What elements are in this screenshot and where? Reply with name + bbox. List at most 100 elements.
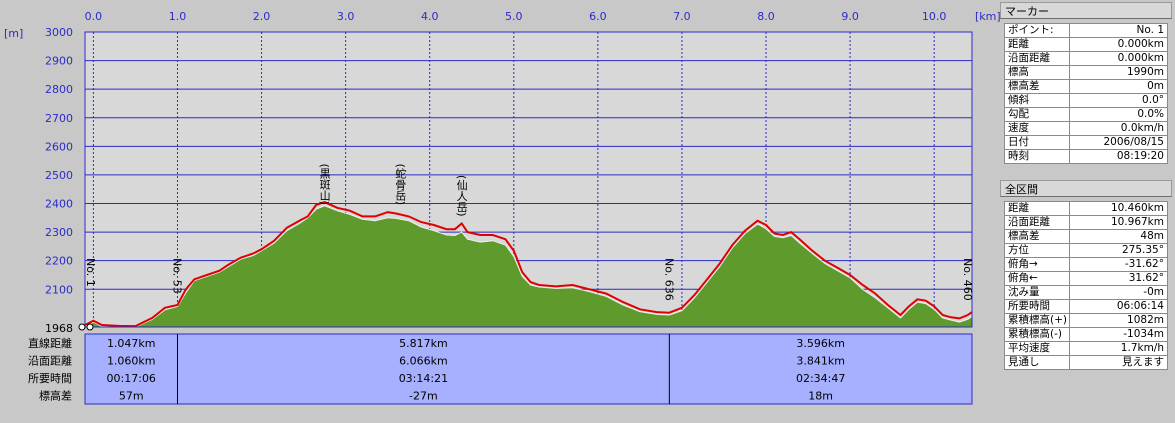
section-row: 距離 10.460km (1004, 201, 1168, 216)
section-row-value: 10.967km (1069, 215, 1168, 230)
marker-row-value: 0.000km (1069, 37, 1168, 52)
x-tick-label: 8.0 (757, 10, 775, 23)
section-row: 累積標高(-) -1034m (1004, 327, 1168, 342)
y-tick-label: 2900 (45, 55, 73, 68)
segment-cell: -27m (409, 390, 438, 403)
peak-label: (蛇骨岳) (394, 163, 407, 205)
marker-row-value: 0.000km (1069, 51, 1168, 66)
section-row-value: 10.460km (1069, 201, 1168, 216)
waypoint-label: No. 1 (84, 258, 97, 287)
marker-row: 標高 1990m (1004, 65, 1168, 80)
x-tick-label: 0.0 (85, 10, 103, 23)
marker-row-value: 0m (1069, 79, 1168, 94)
marker-row: 速度 0.0km/h (1004, 121, 1168, 136)
peak-label: (黒斑山) (318, 163, 331, 205)
section-row: 俯角→ -31.62° (1004, 257, 1168, 272)
elevation-profile-chart[interactable]: 3000 2900 2800 2700 2600 2500 2400 2300 2200 2100… (0, 0, 1000, 423)
route-line (84, 201, 973, 328)
segment-row-label: 標高差 (39, 389, 72, 403)
segment-row-label: 直線距離 (28, 336, 72, 350)
segment-row-label: 沿面距離 (28, 354, 72, 368)
x-tick-label: 1.0 (169, 10, 187, 23)
section-row-label: 距離 (1004, 201, 1070, 216)
section-panel: 全区間 距離 10.460km 沿面距離 10.967km 標高差 48m 方位 275.35… (1000, 180, 1172, 370)
section-row-label: 見通し (1004, 355, 1070, 370)
section-row-label: 所要時間 (1004, 299, 1070, 314)
x-tick-label: 5.0 (505, 10, 523, 23)
section-row-label: 俯角→ (1004, 257, 1070, 272)
section-row: 方位 275.35° (1004, 243, 1168, 258)
section-row-label: 標高差 (1004, 229, 1070, 244)
marker-row: 時刻 08:19:20 (1004, 149, 1168, 164)
plot-frame (84, 31, 973, 328)
y-unit-label: [m] (4, 27, 23, 40)
segment-cell: 18m (808, 390, 833, 403)
x-tick-label: 3.0 (337, 10, 355, 23)
section-row-value: -31.62° (1069, 257, 1168, 272)
section-row-value: 見えます (1069, 355, 1168, 370)
y-tick-label: 2500 (45, 169, 73, 182)
marker-row-label: 時刻 (1004, 149, 1070, 164)
segment-cell: 1.047km (107, 337, 156, 350)
section-row-value: -1034m (1069, 327, 1168, 342)
section-row-value: 1082m (1069, 313, 1168, 328)
section-row-label: 方位 (1004, 243, 1070, 258)
y-tick-label: 2800 (45, 83, 73, 96)
marker-row-label: 標高差 (1004, 79, 1070, 94)
x-tick-label: 10.0 (922, 10, 947, 23)
marker-row: 日付 2006/08/15 (1004, 135, 1168, 150)
segment-cell: 02:34:47 (796, 372, 845, 385)
section-row: 俯角← 31.62° (1004, 271, 1168, 286)
segment-cell: 5.817km (399, 337, 448, 350)
y-tick-label: 2100 (45, 283, 73, 296)
marker-row-label: 速度 (1004, 121, 1070, 136)
start-marker-circle (86, 323, 94, 331)
marker-panel: マーカー ポイント: No. 1 距離 0.000km 沿面距離 0.000km 標高 199… (1000, 2, 1172, 164)
x-unit-label: [km] (975, 10, 1000, 23)
x-tick-label: 2.0 (253, 10, 271, 23)
y-tick-label: 2400 (45, 198, 73, 211)
y-tick-label: 2200 (45, 255, 73, 268)
section-row-value: 275.35° (1069, 243, 1168, 258)
x-tick-label: 9.0 (841, 10, 859, 23)
segment-cell: 6.066km (399, 355, 448, 368)
y-tick-label: 2700 (45, 112, 73, 125)
marker-row-value: 2006/08/15 (1069, 135, 1168, 150)
section-row-label: 累積標高(-) (1004, 327, 1070, 342)
waypoint-label: No. 636 (662, 258, 675, 301)
marker-panel-title: マーカー (1000, 2, 1172, 19)
y-tick-label: 2300 (45, 226, 73, 239)
section-row-value: 31.62° (1069, 271, 1168, 286)
section-row: 標高差 48m (1004, 229, 1168, 244)
waypoint-label: No. 460 (961, 258, 974, 301)
y-tick-label: 3000 (45, 26, 73, 39)
segment-cell: 3.841km (796, 355, 845, 368)
marker-row-label: 勾配 (1004, 107, 1070, 122)
segment-cell: 1.060km (107, 355, 156, 368)
section-row-label: 沈み量 (1004, 285, 1070, 300)
marker-row-label: 距離 (1004, 37, 1070, 52)
section-row: 見通し 見えます (1004, 355, 1168, 370)
marker-row-label: 傾斜 (1004, 93, 1070, 108)
marker-row-value: No. 1 (1069, 23, 1168, 38)
section-row: 沈み量 -0m (1004, 285, 1168, 300)
marker-row-value: 1990m (1069, 65, 1168, 80)
segment-table-bg (84, 333, 973, 405)
waypoint-label: No. 53 (170, 258, 183, 294)
marker-row: 距離 0.000km (1004, 37, 1168, 52)
x-tick-label: 6.0 (589, 10, 607, 23)
segment-cell: 00:17:06 (107, 372, 156, 385)
section-panel-title: 全区間 (1000, 180, 1172, 197)
section-row-value: 48m (1069, 229, 1168, 244)
y-min-label: 1968 (45, 322, 73, 335)
section-row: 所要時間 06:06:14 (1004, 299, 1168, 314)
marker-row-label: 標高 (1004, 65, 1070, 80)
segment-cell: 57m (119, 390, 144, 403)
marker-row-value: 0.0% (1069, 107, 1168, 122)
marker-row-value: 0.0km/h (1069, 121, 1168, 136)
marker-row: ポイント: No. 1 (1004, 23, 1168, 38)
section-row-value: 1.7km/h (1069, 341, 1168, 356)
marker-row-label: ポイント: (1004, 23, 1070, 38)
x-tick-label: 7.0 (673, 10, 691, 23)
